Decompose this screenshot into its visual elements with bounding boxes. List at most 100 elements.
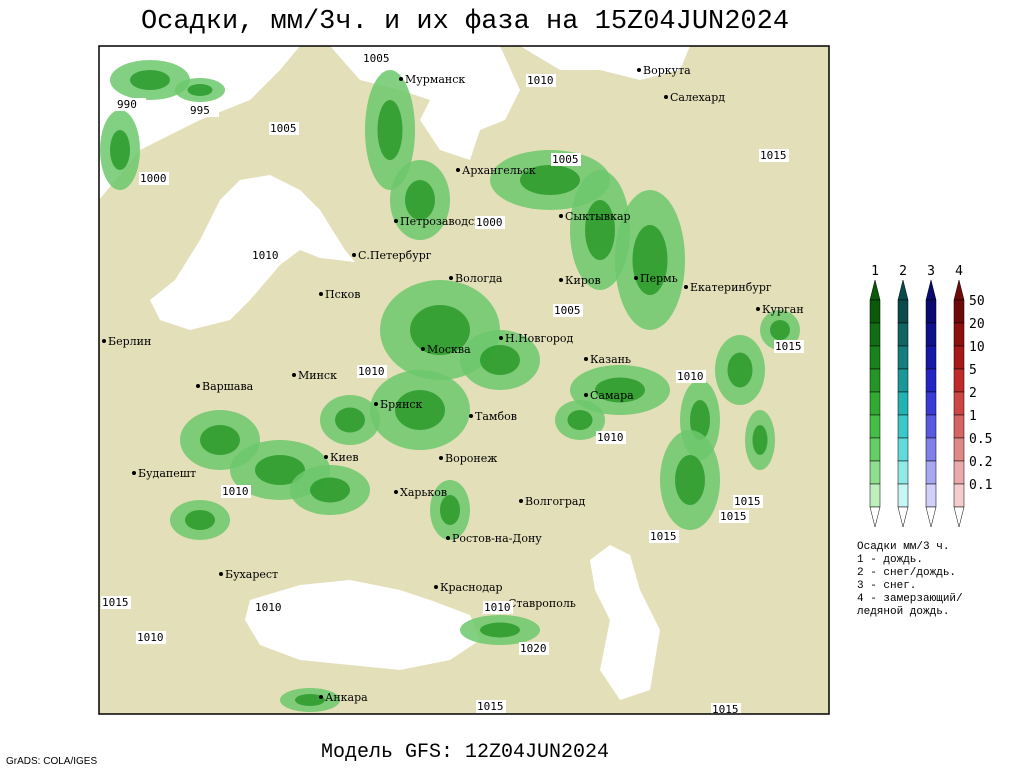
legend-level-label: 2 (969, 386, 977, 401)
city-label: Краснодар (440, 581, 503, 594)
isobar-label-bg (139, 172, 169, 185)
isobar-label-bg (254, 601, 284, 614)
legend-swatch (953, 391, 965, 416)
legend-level-label: 50 (969, 294, 985, 309)
legend-swatch (953, 414, 965, 439)
isobar-label-bg (189, 104, 219, 117)
isobar-label-bg (596, 431, 626, 444)
isobar-label: 990 (117, 98, 137, 111)
isobar-label: 1005 (554, 304, 581, 317)
isobar-label-bg (101, 596, 131, 609)
city-dot (324, 455, 328, 459)
legend-column-label: 3 (927, 264, 935, 279)
legend-level-label: 5 (969, 363, 977, 378)
isobar-label: 1015 (102, 596, 129, 609)
legend-bottom-arrow (869, 506, 881, 528)
isobar-label-bg (649, 530, 679, 543)
isobar-label: 1010 (252, 249, 279, 262)
legend-column-label: 2 (899, 264, 907, 279)
legend-swatch (869, 322, 881, 347)
city-label: Киев (330, 451, 359, 464)
city-dot (421, 347, 425, 351)
city-label: Минск (298, 369, 337, 382)
legend-swatch (925, 368, 937, 393)
legend-swatch (925, 460, 937, 485)
isobar-label-bg (221, 485, 251, 498)
isobar-label-bg (719, 510, 749, 523)
isobar-label-bg (551, 153, 581, 166)
city-dot (499, 336, 503, 340)
isobar-label-bg (759, 149, 789, 162)
barents-sea (330, 46, 520, 160)
city-dot (394, 219, 398, 223)
city-dot (319, 292, 323, 296)
legend-level-label: 0.1 (969, 478, 992, 493)
cities: Мурманск Воркута Салехард Архангельск Сыктыв… (102, 64, 804, 704)
isobar-label: 995 (190, 104, 210, 117)
legend-swatch (953, 460, 965, 485)
city-label: Будапешт (138, 467, 196, 480)
city-dot (292, 373, 296, 377)
isobar-label: 1015 (712, 703, 739, 716)
legend-note: 1 - дождь. (857, 554, 923, 566)
precip-core (632, 225, 668, 295)
isobar-label-bg (711, 703, 741, 716)
city-label: Варшава (202, 380, 254, 393)
legend-swatch (925, 299, 937, 324)
isobar-label-bg (475, 216, 505, 229)
city-dot (132, 471, 136, 475)
isobar-label: 1005 (552, 153, 579, 166)
isobar-label: 1010 (358, 365, 385, 378)
map-frame: Мурманск Воркута Салехард Архангельск Сыктыв… (98, 45, 830, 716)
legend-swatch (953, 483, 965, 508)
isobar-label-bg (362, 52, 392, 65)
precip-core (752, 425, 768, 455)
city-dot (374, 402, 378, 406)
isobar-label-bg (251, 249, 281, 262)
isobar-label: 1015 (775, 340, 802, 353)
model-footer: Модель GFS: 12Z04JUN2024 (321, 741, 609, 764)
legend-swatch (897, 437, 909, 462)
legend-note: Осадки мм/3 ч. (857, 541, 949, 553)
legend-top-arrow (897, 279, 909, 301)
legend-swatch (869, 460, 881, 485)
precip-core (377, 100, 403, 160)
isobar-labels: 1005 1010 990 995 1005 1000 1005 1015 1000 1010 10… (101, 52, 804, 716)
city-dot (352, 253, 356, 257)
isobar-label: 1015 (650, 530, 677, 543)
isobar-label: 1010 (677, 370, 704, 383)
city-dot (449, 276, 453, 280)
legend-swatch (869, 299, 881, 324)
precip-core (675, 455, 705, 505)
legend-swatch (897, 460, 909, 485)
legend-swatch (897, 322, 909, 347)
city-label: Мурманск (405, 73, 465, 86)
city-dot (664, 95, 668, 99)
precipitation (100, 60, 800, 712)
legend-swatch (925, 414, 937, 439)
isobar-label-bg (483, 601, 513, 614)
precip-core (187, 84, 213, 96)
precip-core (130, 70, 170, 90)
legend-level-label: 10 (969, 340, 985, 355)
credit: GrADS: COLA/IGES (6, 756, 97, 767)
city-label: Бухарест (225, 568, 278, 581)
city-dot (584, 357, 588, 361)
city-label: Ставрополь (508, 597, 576, 610)
city-label: Курган (762, 303, 804, 316)
precip-core (480, 622, 520, 638)
precip-core (335, 407, 365, 433)
city-dot (196, 384, 200, 388)
city-label: С.Петербург (358, 249, 432, 262)
legend-column-label: 1 (871, 264, 879, 279)
city-label: Москва (427, 343, 471, 356)
legend-note: 2 - снег/дождь. (857, 567, 956, 579)
isobar-label-bg (774, 340, 804, 353)
city-label: Берлин (108, 335, 151, 348)
isobar-label-bg (519, 642, 549, 655)
legend-level-label: 0.2 (969, 455, 992, 470)
legend-column-label: 4 (955, 264, 963, 279)
city-label: Брянск (380, 398, 423, 411)
legend-top-arrow (925, 279, 937, 301)
